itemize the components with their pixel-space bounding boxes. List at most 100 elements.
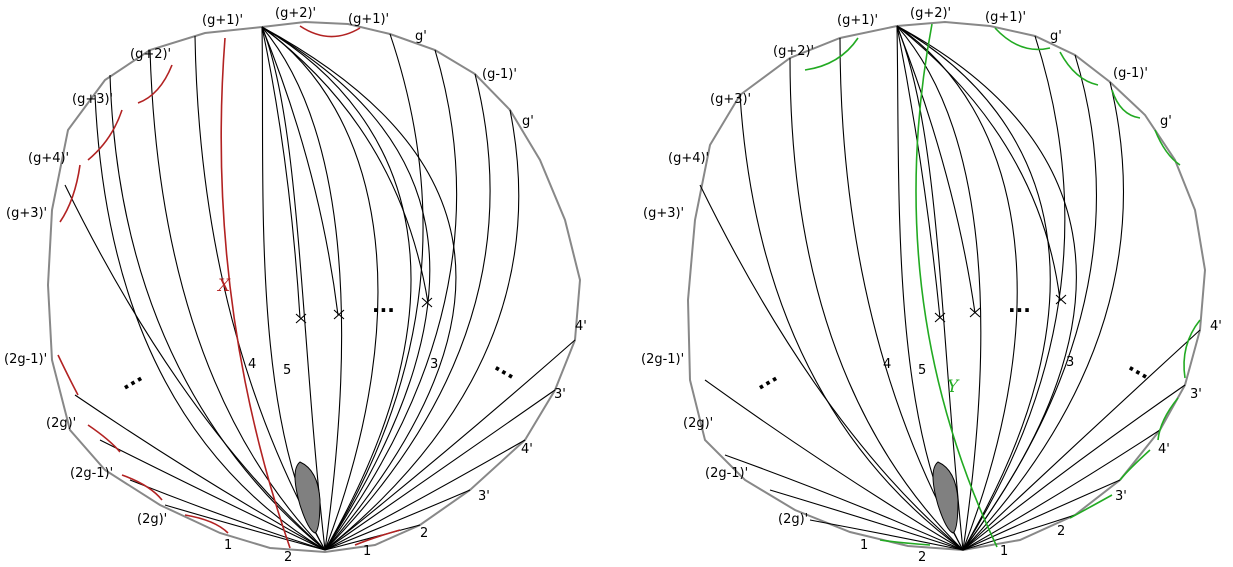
boundary-label: (g+2)' — [130, 47, 171, 62]
cross-mark — [969, 307, 981, 318]
left-arc — [324, 439, 526, 551]
left-arc — [74, 394, 326, 551]
boundary-label: (2g-1)' — [4, 352, 47, 367]
left-arc — [164, 504, 326, 551]
boundary-label: 3' — [554, 387, 566, 402]
right-panel: (g+1)' (g+2)' (g+1)' g' (g-1)' g' (g+2)'… — [641, 6, 1222, 565]
right-green-curve — [804, 23, 1201, 548]
boundary-label: 1 — [860, 538, 868, 553]
right-arc — [962, 479, 1121, 551]
boundary-label: (g+4)' — [668, 151, 709, 166]
boundary-label: (2g)' — [137, 512, 167, 527]
left-arc — [324, 33, 424, 551]
left-arc — [324, 389, 556, 551]
interior-label: 3 — [430, 357, 438, 372]
boundary-label: g' — [522, 114, 534, 129]
boundary-label: (g+1)' — [202, 13, 243, 28]
boundary-label: 4' — [575, 319, 587, 334]
boundary-label: (2g)' — [778, 512, 808, 527]
left-arc — [261, 26, 379, 551]
interior-label: 4 — [248, 357, 256, 372]
boundary-label: 3' — [478, 489, 490, 504]
left-arc — [99, 439, 326, 551]
left-arc — [261, 26, 429, 304]
right-arc — [704, 379, 964, 551]
ellipsis: ... — [115, 362, 147, 394]
left-arc — [324, 489, 471, 551]
boundary-label: 4' — [1210, 319, 1222, 334]
ellipsis: ... — [750, 362, 782, 394]
curve-x-segment — [121, 474, 163, 501]
left-bottom-fan — [64, 33, 576, 551]
curve-x-segment — [87, 109, 123, 161]
right-bottom-fan — [699, 35, 1201, 551]
boundary-label: (g+2)' — [275, 6, 316, 21]
left-cross-marks — [295, 297, 433, 324]
right-arc — [896, 25, 982, 551]
left-arc — [261, 26, 412, 551]
boundary-label: 3' — [1115, 489, 1127, 504]
boundary-label: (2g)' — [46, 416, 76, 431]
curve-y-segment — [804, 37, 859, 71]
right-cross-marks — [934, 294, 1067, 323]
left-arc — [64, 184, 326, 551]
boundary-label: (g-1)' — [482, 67, 517, 82]
boundary-label: (g-1)' — [1113, 66, 1148, 81]
left-arc — [129, 479, 326, 551]
boundary-label: (2g-1)' — [70, 466, 113, 481]
curve-y-segment — [1069, 494, 1113, 519]
boundary-label: g' — [415, 29, 427, 44]
left-arc — [261, 26, 326, 551]
right-arc — [962, 384, 1186, 551]
curve-x-segment — [137, 64, 173, 104]
left-arc — [109, 74, 326, 551]
curve-x-segment — [57, 354, 79, 396]
right-arc — [896, 25, 964, 551]
cross-mark — [1055, 294, 1067, 305]
right-arc — [839, 37, 964, 551]
left-arc — [324, 73, 491, 551]
ellipsis: ... — [372, 293, 395, 317]
curve-y-segment — [1183, 319, 1201, 379]
right-arc — [896, 25, 941, 319]
curve-y-segment — [1157, 397, 1179, 441]
left-arc — [324, 109, 520, 551]
curve-y-segment — [1111, 89, 1141, 119]
right-arc — [699, 184, 964, 551]
boundary-label: 1 — [363, 544, 371, 559]
boundary-label: (2g)' — [683, 416, 713, 431]
right-arc — [809, 519, 964, 551]
interior-label: 4 — [883, 357, 891, 372]
left-arc — [94, 94, 326, 551]
boundary-label: g' — [1160, 114, 1172, 129]
right-arc — [789, 57, 964, 551]
right-boundary-polygon — [686, 20, 1207, 552]
right-puncture — [932, 461, 959, 534]
boundary-label: 3' — [1190, 387, 1202, 402]
left-red-curve — [57, 25, 401, 549]
right-arc — [896, 25, 964, 551]
boundary-label: 1 — [1000, 544, 1008, 559]
boundary-label: (g+3)' — [6, 206, 47, 221]
boundary-label: 4' — [521, 442, 533, 457]
left-interior-labels: 4 5 3 ... ... ... — [115, 293, 523, 395]
boundary-label: (g+1)' — [348, 12, 389, 27]
right-arc — [962, 54, 1098, 551]
boundary-label: (2g-1)' — [641, 352, 684, 367]
boundary-label: (g+3)' — [710, 92, 751, 107]
left-arc — [261, 26, 343, 551]
curve-x-segment — [87, 424, 121, 453]
left-arc — [261, 26, 339, 316]
curve-x-segment — [299, 25, 361, 38]
left-arc — [324, 339, 576, 551]
right-arc — [896, 25, 1061, 301]
boundary-label: 4' — [1158, 442, 1170, 457]
boundary-label: 2 — [284, 550, 292, 565]
left-arc — [261, 26, 431, 551]
left-arc — [149, 49, 326, 551]
right-arc — [724, 454, 964, 551]
curve-y-segment — [879, 539, 931, 546]
right-arc — [769, 489, 964, 551]
left-top-fan — [261, 26, 457, 551]
